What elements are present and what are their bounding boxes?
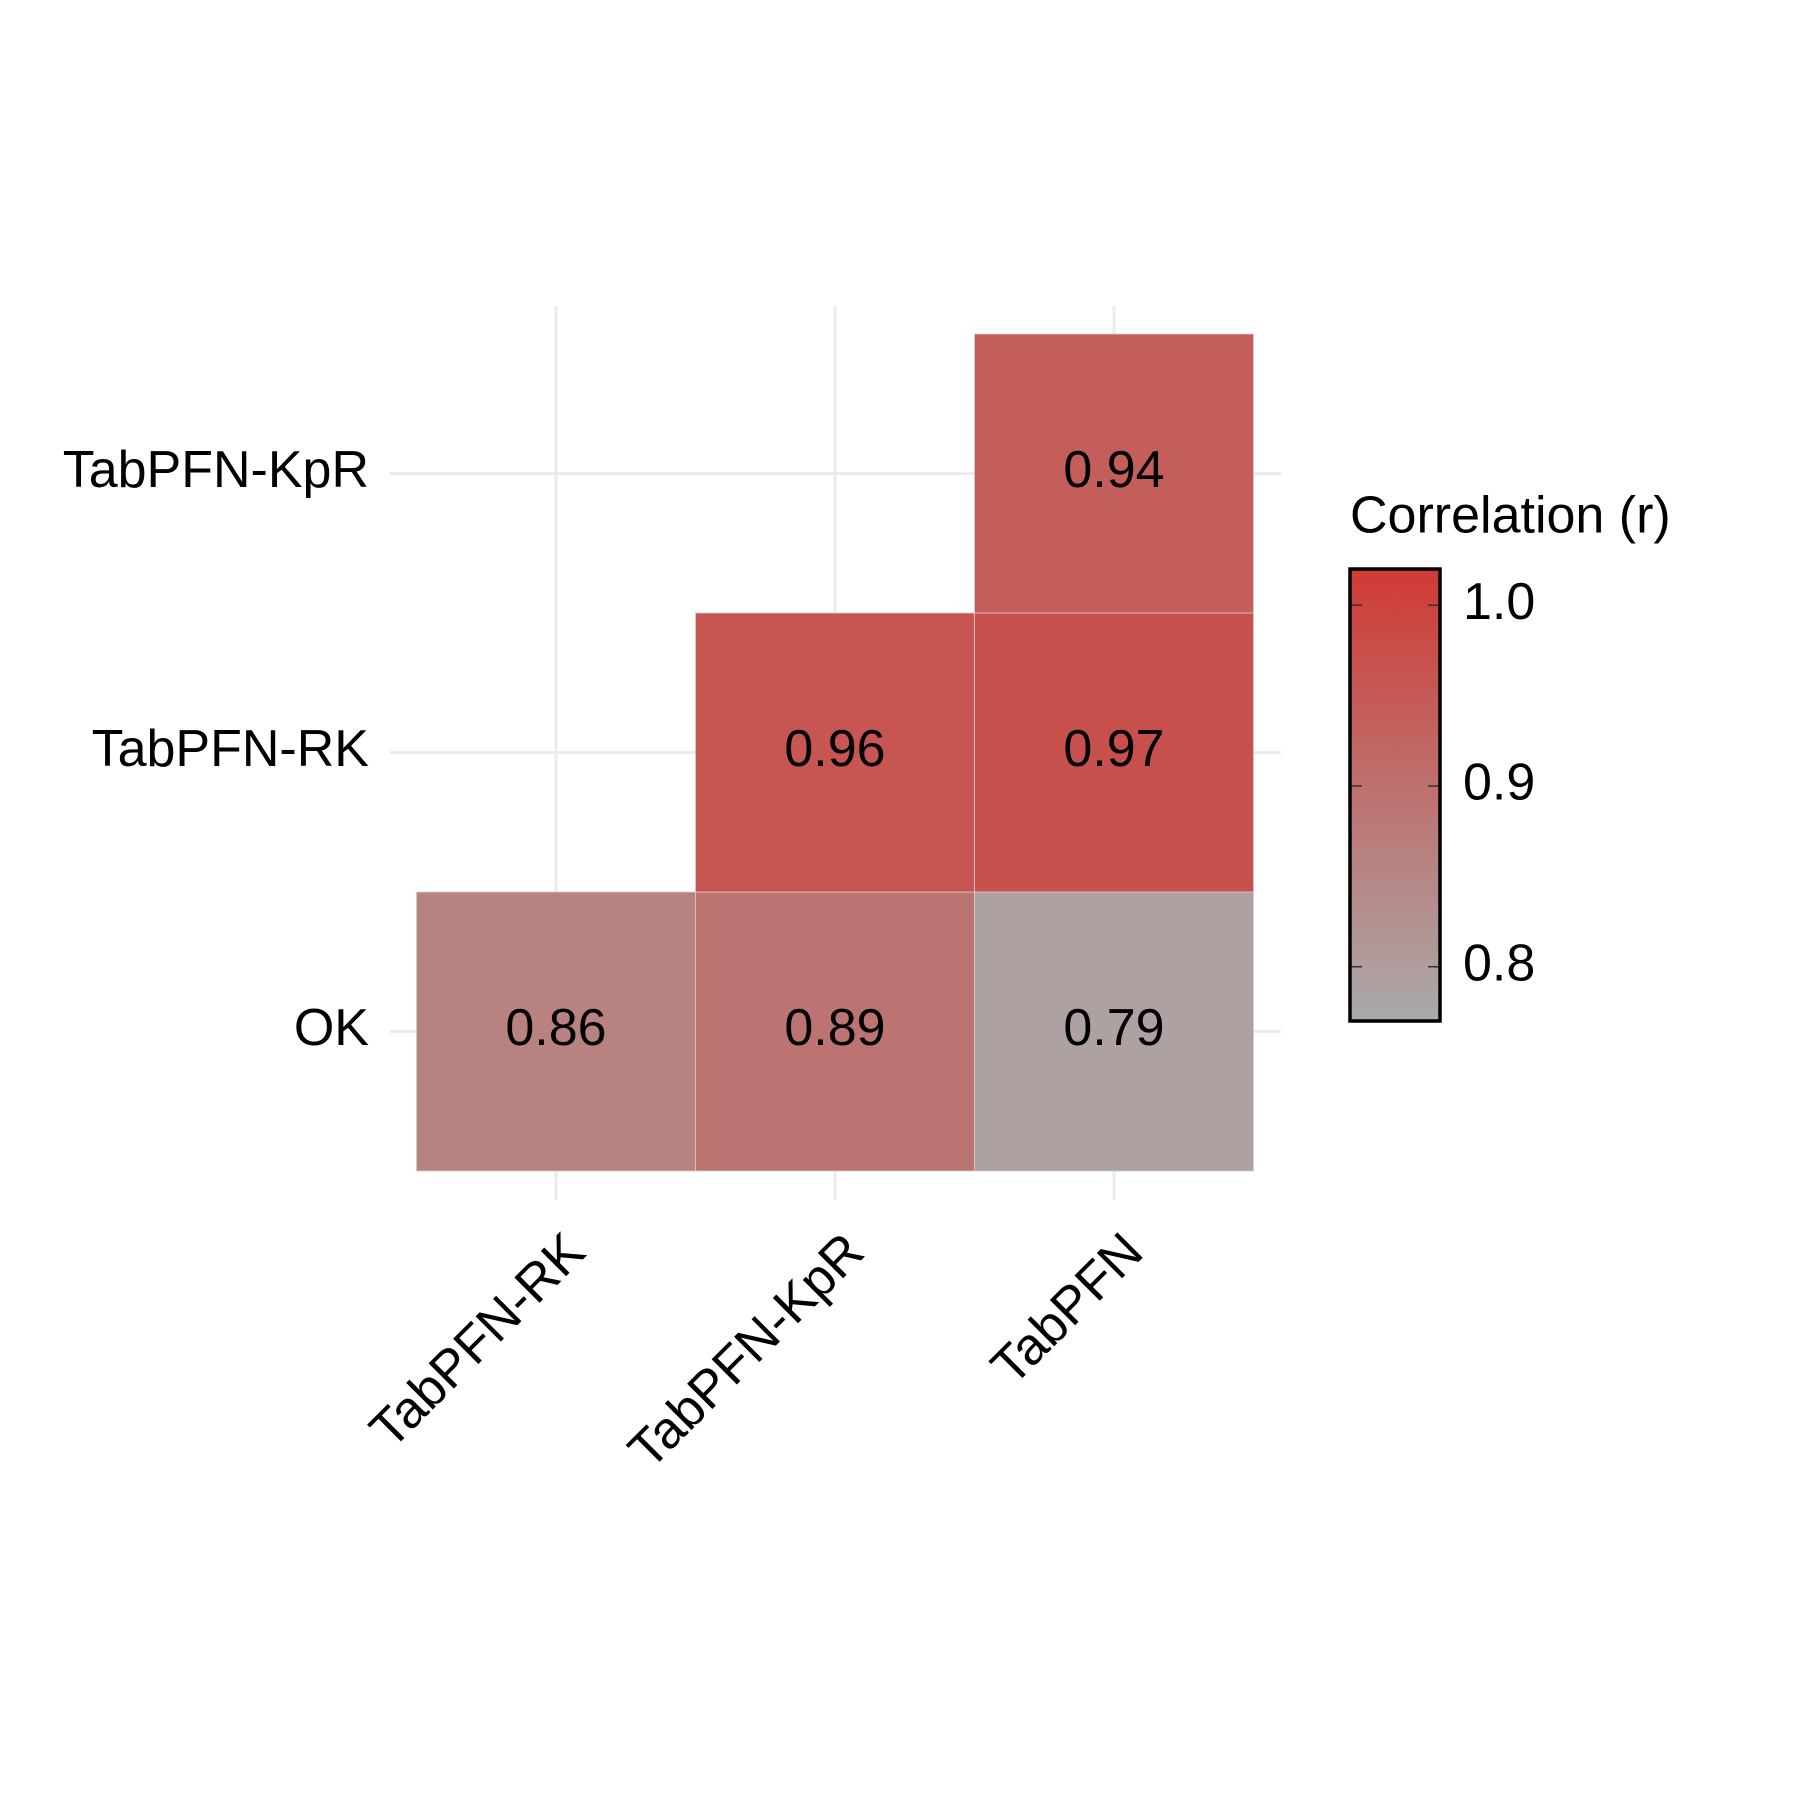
tile: [974, 333, 1254, 614]
value-label: 0.97: [1063, 720, 1164, 778]
tile: [695, 612, 975, 893]
value-label: 0.86: [505, 999, 606, 1057]
x-tick-label: TabPFN: [980, 1222, 1154, 1396]
value-label: 0.79: [1063, 999, 1164, 1057]
x-tick-label: TabPFN-RK: [359, 1222, 596, 1459]
y-tick-label: TabPFN-RK: [92, 720, 370, 778]
colorbar-frame: [1348, 567, 1442, 1023]
value-label: 0.96: [784, 720, 885, 778]
value-label: 0.89: [784, 999, 885, 1057]
tile: [416, 891, 696, 1172]
x-tick-label: TabPFN-KpR: [618, 1222, 876, 1480]
y-tick-label: OK: [294, 999, 369, 1057]
legend-title: Correlation (r): [1350, 487, 1671, 545]
y-tick-label: TabPFN-KpR: [63, 441, 369, 499]
colorbar-tick-label: 1.0: [1463, 573, 1535, 631]
colorbar-tick-label: 0.8: [1463, 934, 1535, 992]
colorbar-tick-label: 0.9: [1463, 754, 1535, 812]
tile: [695, 891, 975, 1172]
colorbar: [1350, 569, 1440, 1021]
value-label: 0.94: [1063, 441, 1164, 499]
tile: [974, 612, 1254, 893]
tile: [974, 891, 1254, 1172]
